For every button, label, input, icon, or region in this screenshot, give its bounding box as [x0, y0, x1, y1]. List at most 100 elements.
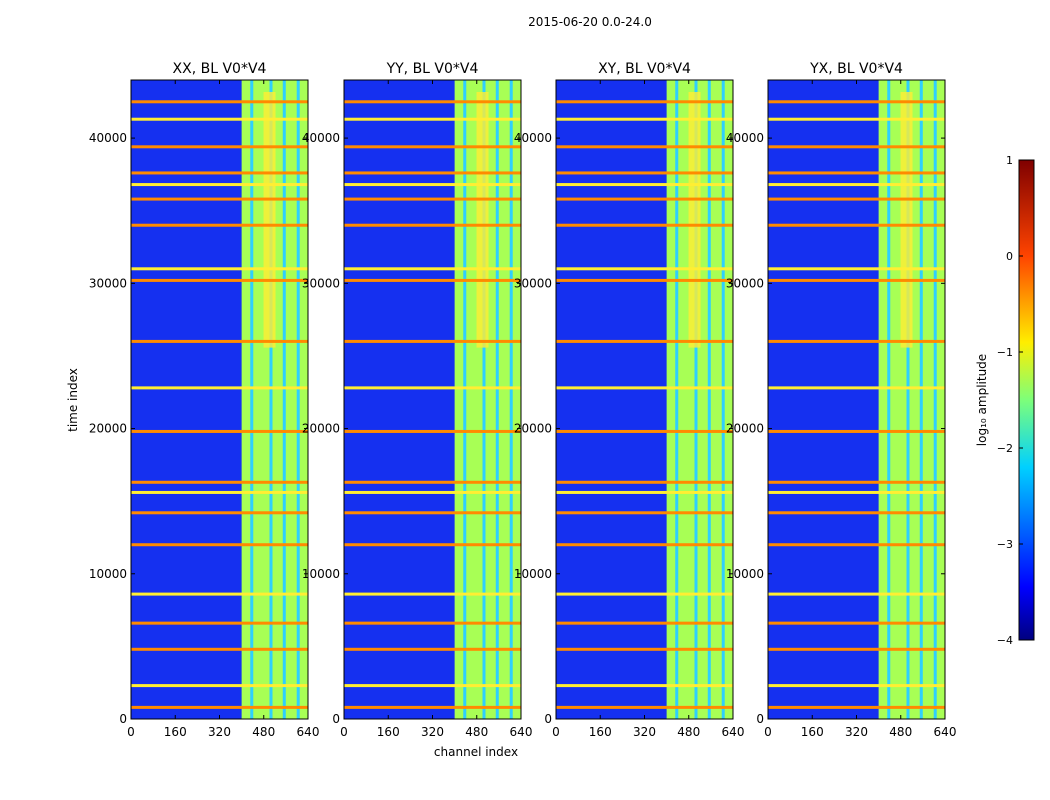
- heatmap-rfi-row: [344, 386, 521, 390]
- heatmap-rfi-row: [768, 490, 945, 494]
- colorbar-label: log₁₀ amplitude: [975, 354, 989, 446]
- x-tick-label: 480: [465, 725, 488, 739]
- heatmap-rfi-row: [556, 267, 733, 271]
- heatmap-rfi-row: [556, 171, 733, 175]
- heatmap-panel: YY, BL V0*V4 0 160 320 480 640 0 10000 20000 3000…: [302, 61, 533, 739]
- heatmap-rfi-row: [131, 171, 308, 175]
- heatmap-rfi-row: [131, 647, 308, 651]
- heatmap-panel: XX, BL V0*V4 0 160 320 480 640 0 10000 20000 3000…: [89, 61, 320, 739]
- y-tick-label: 40000: [89, 131, 127, 145]
- heatmap-rfi-row: [344, 621, 521, 625]
- heatmap-rfi-row: [344, 705, 521, 709]
- heatmap-channel-stripe: [495, 80, 499, 719]
- heatmap-panel: YX, BL V0*V4 0 160 320 480 640 0 10000 20000 3000…: [726, 61, 957, 739]
- colorbar-tick-label: 0: [1006, 250, 1013, 263]
- heatmap-rfi-row: [344, 145, 521, 149]
- heatmap-channel-stripe: [269, 80, 273, 719]
- heatmap-rfi-row: [768, 171, 945, 175]
- heatmap-rfi-row: [556, 511, 733, 515]
- heatmap-rfi-row: [131, 386, 308, 390]
- y-tick-label: 0: [332, 712, 340, 726]
- panel-title: YY, BL V0*V4: [386, 61, 479, 77]
- y-tick-label: 30000: [89, 276, 127, 290]
- y-tick-label: 40000: [302, 131, 340, 145]
- y-tick-label: 10000: [514, 567, 552, 581]
- heatmap-channel-stripe: [707, 80, 711, 719]
- x-tick-label: 640: [934, 725, 957, 739]
- heatmap-rfi-row: [768, 592, 945, 596]
- heatmap-channel-stripe: [694, 80, 698, 719]
- heatmap-channel-stripe: [463, 80, 467, 719]
- heatmap-rfi-row: [556, 647, 733, 651]
- x-tick-label: 160: [164, 725, 187, 739]
- heatmap-rfi-row: [344, 339, 521, 343]
- heatmap-hot-region: [688, 92, 701, 348]
- x-tick-label: 320: [208, 725, 231, 739]
- heatmap-rfi-row: [131, 183, 308, 187]
- heatmap-rfi-row: [131, 684, 308, 688]
- heatmap-rfi-row: [556, 386, 733, 390]
- heatmap-rfi-row: [344, 511, 521, 515]
- y-tick-label: 0: [544, 712, 552, 726]
- panels: XX, BL V0*V4 0 160 320 480 640 0 10000 20000 3000…: [89, 61, 957, 739]
- y-tick-label: 40000: [514, 131, 552, 145]
- heatmap-channel-stripe: [509, 80, 513, 719]
- heatmap-rfi-row: [768, 100, 945, 104]
- x-tick-label: 0: [552, 725, 560, 739]
- heatmap-rfi-row: [344, 197, 521, 201]
- heatmap-channel-stripe: [906, 80, 910, 719]
- heatmap-rfi-row: [768, 480, 945, 484]
- heatmap-rfi-row: [131, 278, 308, 282]
- heatmap-rfi-row: [131, 429, 308, 433]
- heatmap-rfi-row: [556, 543, 733, 547]
- heatmap-rfi-row: [131, 100, 308, 104]
- x-tick-label: 480: [252, 725, 275, 739]
- colorbar-gradient: [1018, 159, 1035, 641]
- heatmap-channel-stripe: [282, 80, 286, 719]
- heatmap-hot-region: [476, 92, 489, 348]
- heatmap-hot-region: [263, 92, 276, 348]
- heatmap-rfi-row: [768, 145, 945, 149]
- heatmap-rfi-row: [768, 267, 945, 271]
- heatmap-rfi-row: [131, 480, 308, 484]
- heatmap-rfi-row: [556, 592, 733, 596]
- colorbar-tick-label: −4: [997, 634, 1013, 647]
- heatmap-rfi-row: [131, 543, 308, 547]
- x-tick-label: 320: [421, 725, 444, 739]
- y-axis-label: time index: [66, 368, 80, 432]
- heatmap-rfi-row: [344, 223, 521, 227]
- heatmap-hot-region: [900, 92, 913, 348]
- heatmap-channel-stripe: [919, 80, 923, 719]
- panel-title: XY, BL V0*V4: [598, 61, 691, 77]
- x-tick-label: 480: [677, 725, 700, 739]
- heatmap-rfi-row: [344, 100, 521, 104]
- heatmap-channel-stripe: [933, 80, 937, 719]
- y-tick-label: 10000: [726, 567, 764, 581]
- heatmap-channel-stripe: [296, 80, 300, 719]
- panel-title: XX, BL V0*V4: [173, 61, 267, 77]
- colorbar: 1 0 −1 −2 −3 −4 log₁₀ amplitude: [975, 154, 1035, 647]
- heatmap-channel-stripe: [250, 80, 254, 719]
- heatmap-rfi-row: [131, 197, 308, 201]
- heatmap-rfi-row: [768, 621, 945, 625]
- heatmap-rfi-row: [131, 592, 308, 596]
- x-tick-label: 0: [127, 725, 135, 739]
- x-tick-label: 160: [377, 725, 400, 739]
- heatmap-rfi-row: [344, 647, 521, 651]
- heatmap-rfi-row: [556, 223, 733, 227]
- x-tick-label: 640: [722, 725, 745, 739]
- x-tick-label: 320: [633, 725, 656, 739]
- heatmap-rfi-row: [344, 684, 521, 688]
- heatmap-rfi-row: [768, 183, 945, 187]
- y-tick-label: 20000: [89, 422, 127, 436]
- heatmap-rfi-row: [556, 278, 733, 282]
- colorbar-tick-label: −2: [997, 442, 1013, 455]
- heatmap-rfi-row: [344, 278, 521, 282]
- y-tick-label: 40000: [726, 131, 764, 145]
- x-tick-label: 640: [297, 725, 320, 739]
- heatmap-rfi-row: [768, 647, 945, 651]
- heatmap-rfi-row: [344, 117, 521, 121]
- heatmap-rfi-row: [344, 490, 521, 494]
- colorbar-tick-label: −3: [997, 538, 1013, 551]
- y-tick-label: 20000: [514, 422, 552, 436]
